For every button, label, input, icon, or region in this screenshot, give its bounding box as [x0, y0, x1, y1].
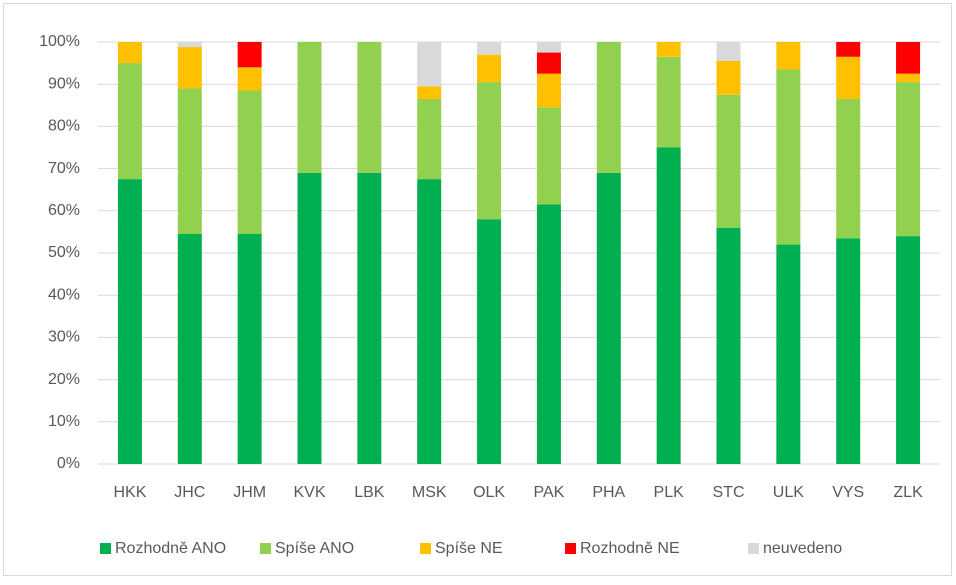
bar-segment	[117, 63, 142, 180]
bar-segment	[836, 42, 861, 57]
bar-segment	[716, 94, 741, 228]
bar-segment	[417, 42, 442, 87]
x-tick-label: ZLK	[893, 484, 923, 501]
bar-segment	[776, 69, 801, 245]
bar-segment	[536, 52, 561, 74]
y-tick-label: 60%	[48, 202, 80, 219]
x-tick-label: VYS	[832, 484, 864, 501]
legend-label: neuvedeno	[763, 540, 842, 557]
y-tick-label: 20%	[48, 371, 80, 388]
x-tick-label: PHA	[592, 484, 625, 501]
y-tick-label: 50%	[48, 244, 80, 261]
bar-segment	[177, 88, 202, 235]
legend-swatch	[100, 543, 111, 554]
bar-segment	[237, 90, 262, 235]
bar-segment	[417, 86, 442, 99]
bar-segment	[596, 172, 621, 464]
y-tick-label: 0%	[57, 455, 80, 472]
bar-segment	[417, 179, 442, 464]
bar-segment	[716, 42, 741, 61]
x-tick-label: PAK	[534, 484, 565, 501]
bar-segment	[716, 60, 741, 95]
bar-segment	[177, 42, 202, 48]
y-tick-label: 10%	[48, 413, 80, 430]
x-tick-label: OLK	[473, 484, 505, 501]
legend-swatch	[748, 543, 759, 554]
bar-segment	[357, 42, 382, 173]
x-tick-label: JHM	[233, 484, 266, 501]
y-tick-label: 80%	[48, 118, 80, 135]
bar-segment	[536, 204, 561, 464]
y-tick-label: 40%	[48, 286, 80, 303]
bar-segment	[177, 234, 202, 464]
x-tick-label: STC	[713, 484, 745, 501]
bar-segment	[357, 172, 382, 464]
bar-segment	[117, 42, 142, 64]
bar-segment	[417, 98, 442, 180]
bar-segment	[656, 147, 681, 464]
legend-label: Rozhodně ANO	[115, 540, 226, 557]
bar-segment	[716, 227, 741, 464]
bar-segment	[297, 172, 322, 464]
bar-segment	[477, 82, 502, 220]
legend-label: Spíše ANO	[275, 540, 354, 557]
x-tick-label: PLK	[654, 484, 685, 501]
bar-segment	[477, 219, 502, 464]
bar-segment	[177, 47, 202, 89]
bar-segment	[896, 236, 921, 464]
x-tick-label: LBK	[354, 484, 385, 501]
bar-segment	[836, 56, 861, 99]
y-tick-label: 70%	[48, 160, 80, 177]
bar-segment	[536, 73, 561, 108]
bar-segment	[896, 73, 921, 83]
bar-segment	[477, 42, 502, 55]
bar-segment	[896, 82, 921, 237]
y-tick-label: 30%	[48, 329, 80, 346]
bar-segment	[836, 98, 861, 239]
bar-segment	[297, 42, 322, 173]
x-tick-label: KVK	[293, 484, 325, 501]
bar-segment	[836, 238, 861, 464]
bar-segment	[237, 67, 262, 91]
y-tick-label: 90%	[48, 75, 80, 92]
bar-segment	[776, 42, 801, 70]
bar-segment	[536, 42, 561, 53]
x-tick-label: JHC	[174, 484, 205, 501]
bar-segment	[536, 107, 561, 205]
legend-label: Spíše NE	[435, 540, 503, 557]
bar-segment	[896, 42, 921, 74]
x-tick-label: HKK	[113, 484, 146, 501]
x-tick-label: MSK	[412, 484, 447, 501]
legend-label: Rozhodně NE	[580, 540, 680, 557]
legend-swatch	[260, 543, 271, 554]
bar-segment	[117, 179, 142, 464]
bar-segment	[237, 42, 262, 68]
legend-swatch	[565, 543, 576, 554]
bar-segment	[776, 244, 801, 464]
x-tick-label: ULK	[773, 484, 804, 501]
bar-segment	[477, 54, 502, 83]
bar-segment	[596, 42, 621, 173]
legend-swatch	[420, 543, 431, 554]
bar-segment	[656, 42, 681, 57]
y-tick-label: 100%	[39, 33, 80, 50]
bar-segment	[237, 234, 262, 464]
bar-segment	[656, 56, 681, 148]
